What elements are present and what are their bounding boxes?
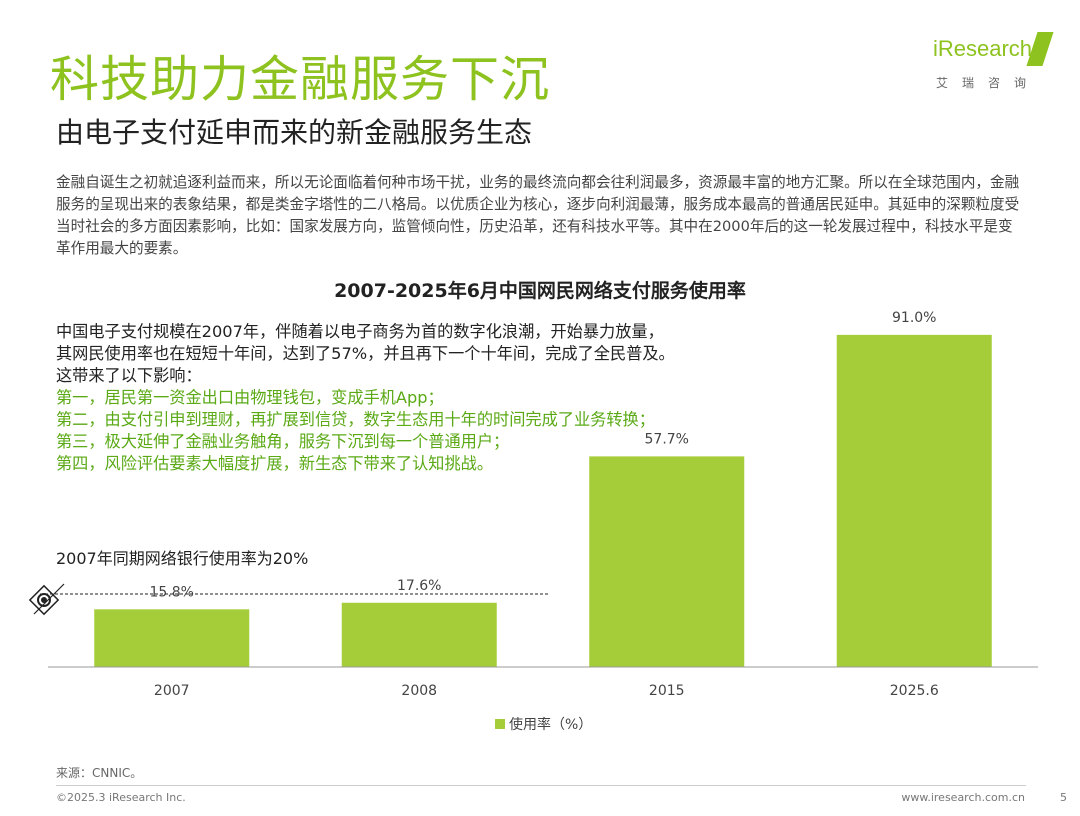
legend-label: 使用率（%）: [509, 716, 592, 733]
x-tick-label: 2007: [154, 683, 190, 699]
note-line: 中国电子支付规模在2007年，伴随着以电子商务为首的数字化浪潮，开始暴力放量，: [56, 322, 664, 341]
data-label: 57.7%: [645, 431, 689, 447]
logo-text: iResearch: [933, 36, 1033, 61]
bar: [341, 602, 497, 667]
x-tick-label: 2015: [649, 683, 685, 699]
website-link[interactable]: www.iresearch.com.cn: [901, 791, 1025, 804]
data-label: 91.0%: [892, 310, 936, 326]
note-line: 其网民使用率也在短短十年间，达到了57%，并且再下一个十年间，完成了全民普及。: [56, 344, 675, 363]
bar: [836, 334, 992, 667]
impact-line: 第二，由支付引申到理财，再扩展到信贷，数字生态用十年的时间完成了业务转换；: [56, 410, 655, 429]
intro-paragraph: 金融自诞生之初就追逐利益而来，所以无论面临着何种市场干扰，业务的最终流向都会往利…: [56, 174, 1020, 257]
page-title: 科技助力金融服务下沉: [50, 51, 551, 108]
page-subtitle: 由电子支付延申而来的新金融服务生态: [56, 116, 533, 149]
source-note: 来源：CNNIC。: [56, 766, 143, 780]
bar: [589, 456, 745, 667]
iresearch-logo: iResearch 艾瑞咨询: [930, 30, 1060, 92]
legend-swatch: [495, 719, 505, 729]
chart-title: 2007-2025年6月中国网民网络支付服务使用率: [334, 280, 746, 302]
data-label: 15.8%: [150, 584, 194, 600]
x-tick-label: 2025.6: [890, 683, 939, 699]
footer-divider: [56, 785, 1026, 786]
target-icon: [28, 583, 65, 616]
note-line: 这带来了以下影响：: [56, 366, 202, 385]
chart-note: 中国电子支付规模在2007年，伴随着以电子商务为首的数字化浪潮，开始暴力放量， …: [56, 321, 776, 475]
x-tick-label: 2008: [401, 683, 437, 699]
impact-line: 第四，风险评估要素大幅度扩展，新生态下带来了认知挑战。: [56, 454, 494, 473]
data-label: 17.6%: [397, 578, 441, 594]
logo-chinese-text: 艾瑞咨询: [936, 76, 1041, 90]
page-number: 5: [1060, 791, 1067, 804]
bar: [94, 609, 250, 667]
impact-line: 第三，极大延伸了金融业务触角，服务下沉到每一个普通用户；: [56, 432, 510, 451]
bank-usage-note: 2007年同期网络银行使用率为20%: [56, 549, 309, 568]
copyright-text: ©2025.3 iResearch Inc.: [56, 791, 186, 804]
impact-line: 第一，居民第一资金出口由物理钱包，变成手机App；: [56, 388, 444, 407]
